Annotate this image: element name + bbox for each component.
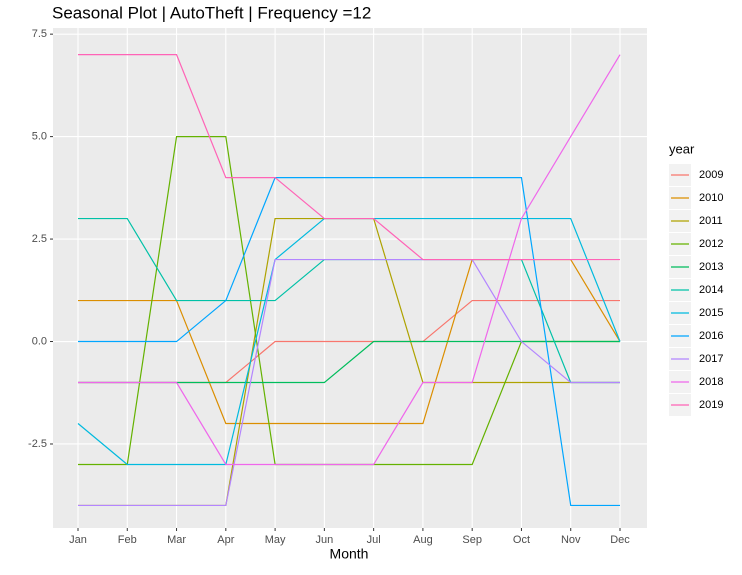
y-tick-label: 5.0 — [32, 131, 47, 143]
legend-label: 2011 — [699, 215, 723, 227]
y-tick-label: 7.5 — [32, 28, 47, 40]
x-tick-label: Nov — [561, 534, 581, 546]
legend-label: 2012 — [699, 238, 723, 250]
x-axis-label: Month — [330, 546, 369, 562]
legend-label: 2019 — [699, 399, 723, 411]
panel — [53, 28, 647, 528]
legend-label: 2018 — [699, 376, 723, 388]
legend-label: 2013 — [699, 261, 723, 273]
legend-label: 2010 — [699, 192, 723, 204]
x-tick-label: Dec — [610, 534, 630, 546]
series-line — [78, 54, 620, 261]
x-tick-label: Apr — [217, 534, 234, 546]
legend-title: year — [669, 141, 695, 156]
y-tick-label: 2.5 — [32, 233, 47, 245]
legend-label: 2016 — [699, 330, 723, 342]
x-tick-label: Sep — [462, 534, 482, 546]
y-tick-label: 0.0 — [32, 335, 47, 347]
series-line — [78, 176, 620, 507]
legend-label: 2017 — [699, 353, 723, 365]
legend-label: 2015 — [699, 307, 723, 319]
legend-label: 2014 — [699, 284, 723, 296]
legend-label: 2009 — [699, 169, 723, 181]
x-tick-label: Feb — [118, 534, 137, 546]
x-tick-label: May — [265, 534, 286, 546]
x-tick-label: Jul — [367, 534, 381, 546]
x-tick-label: Oct — [513, 534, 530, 546]
x-tick-label: Aug — [413, 534, 433, 546]
x-tick-label: Jun — [315, 534, 333, 546]
chart-title: Seasonal Plot | AutoTheft | Frequency =1… — [52, 3, 371, 22]
series-line — [78, 54, 621, 466]
x-tick-label: Mar — [167, 534, 186, 546]
series-line — [78, 258, 620, 507]
y-tick-label: -2.5 — [28, 438, 47, 450]
x-tick-label: Jan — [69, 534, 87, 546]
